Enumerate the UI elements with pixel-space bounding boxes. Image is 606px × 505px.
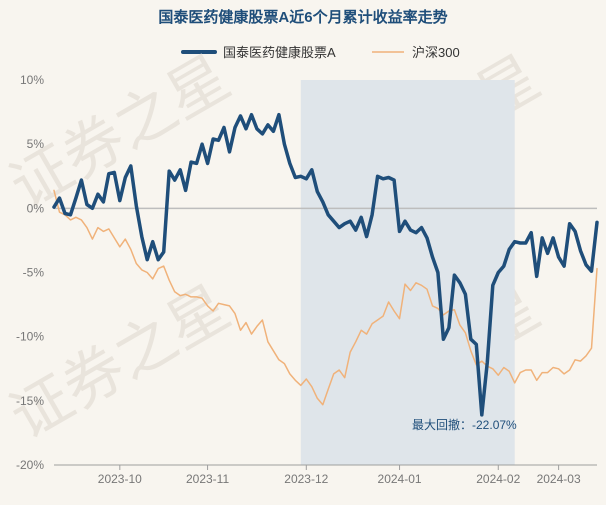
x-tick-label: 2023-12	[284, 472, 328, 486]
x-tick-label: 2023-11	[186, 472, 229, 486]
series-line-fund	[52, 112, 599, 417]
x-tick-label: 2024-02	[476, 472, 520, 486]
series-layer	[52, 112, 599, 417]
watermark-text: 证券之星	[0, 273, 240, 451]
legend: 国泰医药健康股票A 沪深300	[181, 45, 460, 60]
legend-label-csi300: 沪深300	[412, 45, 460, 60]
y-tick-label: -20%	[16, 458, 44, 472]
y-tick-label: 10%	[20, 73, 44, 87]
y-tick-label: -5%	[23, 266, 45, 280]
y-tick-label: 0%	[27, 201, 45, 215]
legend-label-fund: 国泰医药健康股票A	[223, 45, 336, 60]
chart-title: 国泰医药健康股票A近6个月累计收益率走势	[158, 8, 447, 26]
series-line-csi300	[53, 189, 598, 406]
y-tick-label: 5%	[27, 137, 45, 151]
y-tick-label: -10%	[16, 330, 44, 344]
x-tick-label: 2023-10	[98, 472, 142, 486]
y-tick-label: -15%	[16, 394, 44, 408]
x-tick-label: 2024-01	[378, 472, 422, 486]
annotation-layer: 最大回撤：-22.07%	[412, 417, 517, 432]
drawdown-label: 最大回撤：-22.07%	[412, 417, 517, 432]
x-tick-label: 2024-03	[537, 472, 581, 486]
